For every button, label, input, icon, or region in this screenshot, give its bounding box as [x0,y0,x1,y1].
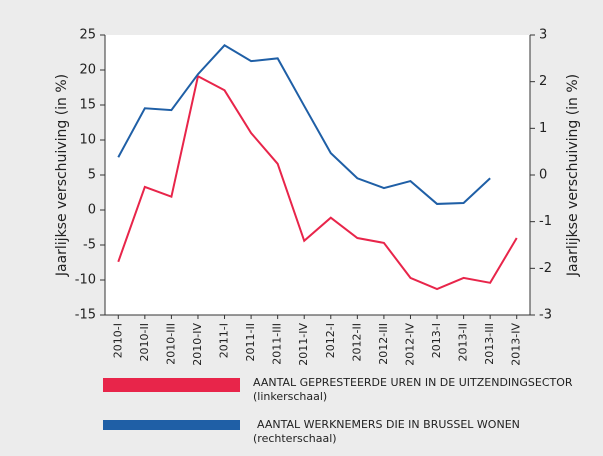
x-tick-label: 2011-IV [297,323,310,366]
x-tick-label: 2010-I [111,323,124,358]
y-tick-label: 20 [79,63,96,78]
y2-tick-label: 1 [539,121,547,136]
y2-axis-label: Jaarlijkse verschuiving (in %) [565,74,581,277]
y2-tick-label: 3 [539,28,547,43]
x-tick-label: 2012-IV [403,323,416,366]
y-tick-label: 0 [88,203,96,218]
y-tick-label: -15 [75,308,96,323]
y2-tick-label: -1 [539,214,552,229]
series-line [117,43,491,205]
x-tick-label: 2013-II [457,323,470,361]
y-tick-label: 5 [88,168,96,183]
legend-swatch [103,378,240,392]
y-tick-label: 25 [79,28,96,43]
x-tick-label: 2011-II [244,323,257,361]
x-tick-label: 2010-II [138,323,151,361]
y2-tick-label: -2 [539,261,552,276]
x-tick-label: 2011-III [271,323,284,365]
legend-label: AANTAL WERKNEMERS DIE IN BRUSSEL WONEN [257,418,520,431]
series-line [117,74,518,291]
legend-note: (rechterschaal) [253,432,337,445]
plot-area [105,35,530,315]
y-tick-label: 10 [79,133,96,148]
y2-tick-label: 0 [539,168,547,183]
legend-note: (linkerschaal) [253,390,327,403]
y2-tick-label: -3 [539,308,552,323]
legend-swatch [103,420,240,430]
legend-label: AANTAL GEPRESTEERDE UREN IN DE UITZENDIN… [253,376,573,389]
x-tick-label: 2012-I [324,323,337,358]
y-axis-label: Jaarlijkse verschuiving (in %) [54,74,70,277]
x-tick-label: 2012-II [350,323,363,361]
x-tick-label: 2013-IV [510,323,523,366]
x-tick-label: 2012-III [377,323,390,365]
y-tick-label: -10 [75,273,96,288]
x-tick-label: 2013-III [483,323,496,365]
y2-tick-label: 2 [539,74,547,89]
x-tick-label: 2010-III [164,323,177,365]
x-tick-label: 2010-IV [191,323,204,366]
y-tick-label: -5 [83,238,96,253]
x-tick-label: 2011-I [218,323,231,358]
x-tick-label: 2013-I [430,323,443,358]
y-tick-label: 15 [79,98,96,113]
